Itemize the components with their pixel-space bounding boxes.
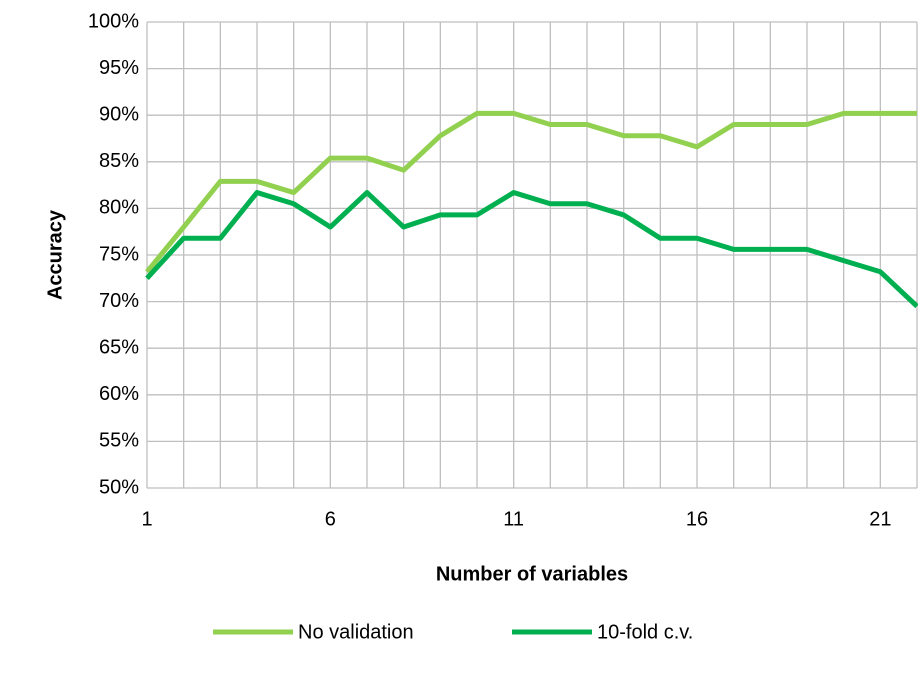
y-tick-label: 65% bbox=[99, 336, 139, 358]
series-line bbox=[145, 190, 918, 309]
x-tick-label: 1 bbox=[141, 508, 152, 530]
y-tick-label: 80% bbox=[99, 197, 139, 219]
x-tick-label: 16 bbox=[686, 508, 708, 530]
y-tick-label: 50% bbox=[99, 476, 139, 498]
x-tick-label: 6 bbox=[325, 508, 336, 530]
y-tick-label: 85% bbox=[99, 150, 139, 172]
x-axis-title: Number of variables bbox=[436, 563, 628, 585]
y-tick-label: 90% bbox=[99, 103, 139, 125]
y-tick-label: 95% bbox=[99, 57, 139, 79]
legend-label: No validation bbox=[298, 621, 414, 643]
y-tick-label: 75% bbox=[99, 243, 139, 265]
y-tick-label: 100% bbox=[88, 10, 139, 32]
y-tick-label: 55% bbox=[99, 430, 139, 452]
x-tick-label: 21 bbox=[869, 508, 891, 530]
x-tick-label: 11 bbox=[503, 508, 524, 530]
series-line bbox=[145, 110, 917, 274]
y-tick-label: 60% bbox=[99, 383, 139, 405]
y-tick-label: 70% bbox=[99, 290, 139, 312]
legend-label: 10-fold c.v. bbox=[597, 621, 693, 643]
y-axis-title: Accuracy bbox=[44, 209, 66, 300]
